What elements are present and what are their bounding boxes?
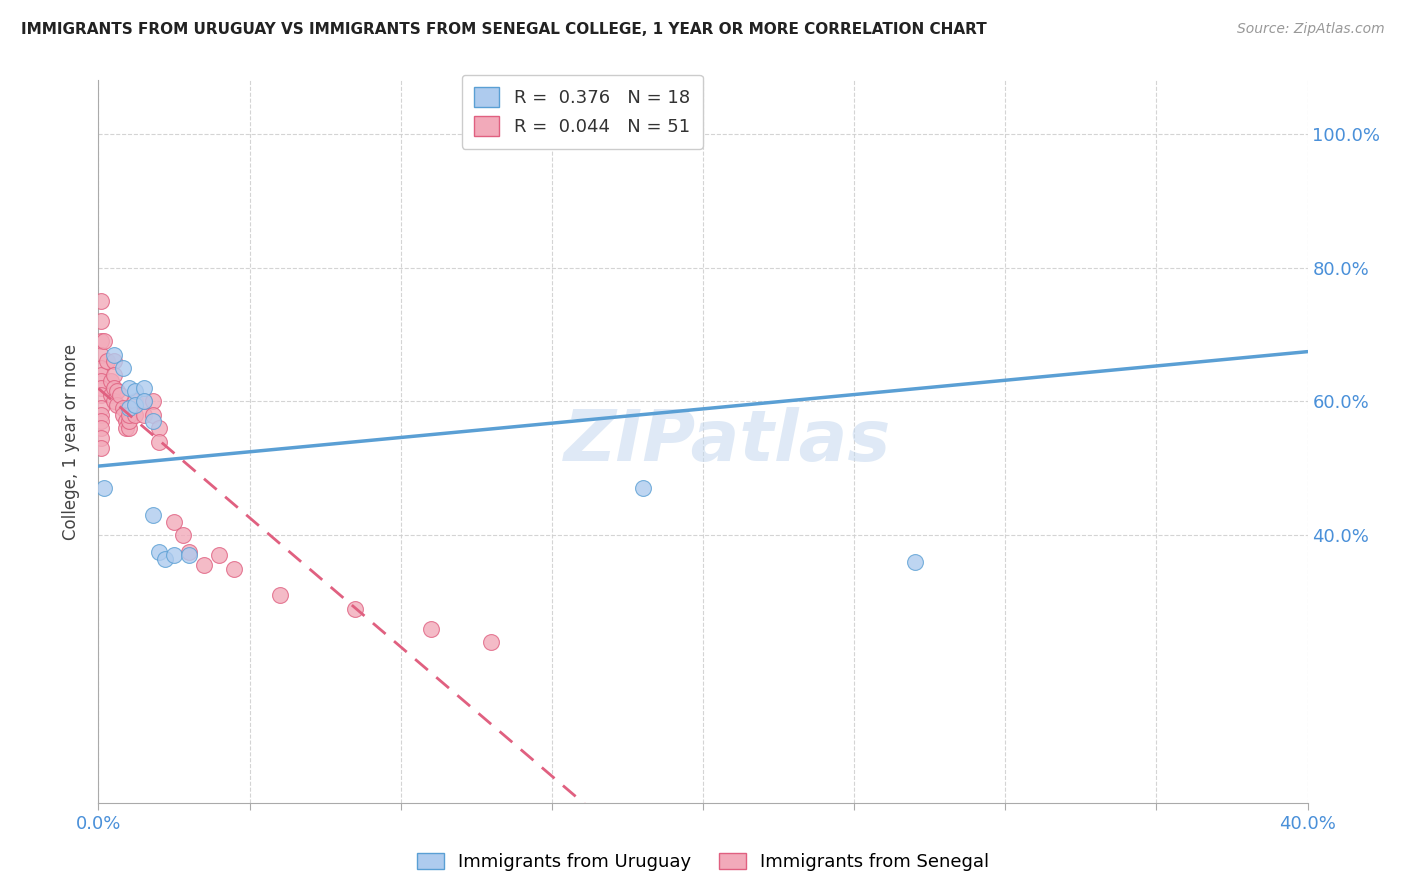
- Text: ZIPatlas: ZIPatlas: [564, 407, 891, 476]
- Point: [142, 508, 165, 523]
- Point: [90, 414, 112, 429]
- Point: [420, 622, 443, 636]
- Point: [100, 375, 122, 389]
- Y-axis label: College, 1 year or more: College, 1 year or more: [62, 343, 80, 540]
- Point: [208, 548, 231, 563]
- Point: [132, 408, 155, 422]
- Point: [124, 398, 146, 412]
- Point: [90, 401, 112, 416]
- Text: Source: ZipAtlas.com: Source: ZipAtlas.com: [1237, 22, 1385, 37]
- Point: [105, 398, 128, 412]
- Point: [111, 401, 134, 416]
- Point: [90, 375, 112, 389]
- Point: [193, 558, 215, 573]
- Point: [90, 361, 112, 376]
- Point: [179, 548, 201, 563]
- Point: [132, 394, 155, 409]
- Point: [631, 482, 654, 496]
- Point: [142, 394, 165, 409]
- Point: [148, 421, 170, 435]
- Point: [148, 434, 170, 449]
- Legend: Immigrants from Uruguay, Immigrants from Senegal: Immigrants from Uruguay, Immigrants from…: [409, 846, 997, 879]
- Point: [100, 387, 122, 401]
- Point: [103, 368, 125, 382]
- Point: [111, 361, 134, 376]
- Point: [90, 421, 112, 435]
- Point: [904, 555, 927, 569]
- Point: [142, 408, 165, 422]
- Point: [118, 381, 141, 395]
- Point: [105, 384, 128, 399]
- Point: [172, 528, 194, 542]
- Point: [103, 394, 125, 409]
- Point: [90, 334, 112, 349]
- Text: IMMIGRANTS FROM URUGUAY VS IMMIGRANTS FROM SENEGAL COLLEGE, 1 YEAR OR MORE CORRE: IMMIGRANTS FROM URUGUAY VS IMMIGRANTS FR…: [21, 22, 987, 37]
- Point: [142, 414, 165, 429]
- Point: [118, 401, 141, 416]
- Point: [118, 421, 141, 435]
- Point: [179, 545, 201, 559]
- Point: [118, 408, 141, 422]
- Point: [90, 431, 112, 445]
- Point: [111, 408, 134, 422]
- Point: [90, 348, 112, 362]
- Point: [90, 408, 112, 422]
- Point: [103, 348, 125, 362]
- Point: [124, 394, 146, 409]
- Point: [224, 562, 246, 576]
- Point: [153, 551, 176, 566]
- Point: [132, 381, 155, 395]
- Point: [481, 635, 503, 649]
- Point: [163, 548, 186, 563]
- Point: [90, 387, 112, 401]
- Point: [114, 421, 136, 435]
- Point: [108, 387, 131, 401]
- Point: [114, 414, 136, 429]
- Point: [269, 589, 291, 603]
- Point: [163, 515, 186, 529]
- Point: [93, 482, 115, 496]
- Point: [118, 414, 141, 429]
- Point: [90, 314, 112, 328]
- Point: [148, 545, 170, 559]
- Point: [103, 354, 125, 368]
- Point: [96, 354, 118, 368]
- Point: [132, 394, 155, 409]
- Legend: R =  0.376   N = 18, R =  0.044   N = 51: R = 0.376 N = 18, R = 0.044 N = 51: [461, 75, 703, 149]
- Point: [124, 408, 146, 422]
- Point: [93, 334, 115, 349]
- Point: [90, 294, 112, 309]
- Point: [90, 442, 112, 455]
- Point: [103, 381, 125, 395]
- Point: [90, 381, 112, 395]
- Point: [90, 368, 112, 382]
- Point: [124, 384, 146, 399]
- Point: [344, 602, 367, 616]
